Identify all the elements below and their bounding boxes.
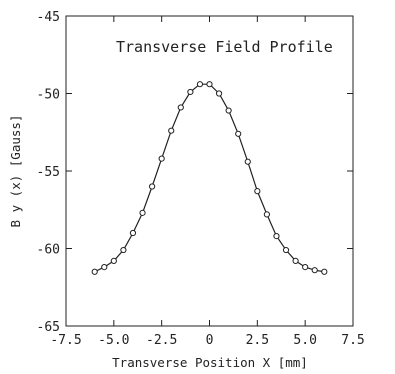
- data-point: [91, 268, 98, 275]
- x-tick-label: 0: [206, 333, 214, 348]
- x-tick-label: -7.5: [50, 333, 81, 348]
- x-tick-label: -5.0: [98, 333, 129, 348]
- data-point: [120, 246, 127, 254]
- plot-frame: [65, 15, 354, 327]
- data-point: [292, 257, 299, 264]
- data-point: [321, 268, 328, 275]
- data-point: [254, 188, 261, 195]
- data-point: [225, 107, 232, 114]
- data-point: [206, 81, 213, 88]
- data-point: [187, 88, 194, 96]
- data-point: [129, 229, 137, 237]
- y-tick-label: -60: [37, 243, 60, 258]
- data-point: [149, 183, 156, 190]
- data-point: [235, 130, 242, 137]
- y-axis-ticks: -65 -60 -55 -50 -45: [37, 10, 353, 335]
- y-tick-label: -55: [37, 165, 60, 180]
- data-point: [215, 90, 223, 97]
- x-tick-label: 7.5: [341, 333, 364, 348]
- data-point: [244, 158, 251, 165]
- data-point: [158, 155, 165, 162]
- x-axis-title: Transverse Position X [mm]: [112, 355, 308, 370]
- data-point: [263, 211, 270, 218]
- x-tick-label: -2.5: [146, 333, 177, 348]
- data-point: [302, 264, 309, 271]
- series-layer: [91, 81, 328, 275]
- y-tick-label: -65: [37, 320, 60, 335]
- data-point: [282, 246, 290, 254]
- x-axis-ticks: -7.5 -5.0 -2.5 0 2.5 5.0 7.5: [50, 16, 365, 348]
- data-point: [168, 127, 175, 134]
- data-point: [139, 209, 146, 216]
- data-point: [110, 257, 117, 264]
- data-point: [196, 81, 204, 88]
- y-axis-title: B y (x) [Gauss]: [8, 115, 23, 228]
- series-line: [94, 83, 325, 273]
- data-point: [273, 233, 280, 240]
- data-point: [177, 104, 184, 111]
- data-point: [101, 264, 108, 271]
- y-tick-label: -45: [37, 10, 60, 25]
- chart-title: Transverse Field Profile: [116, 38, 333, 56]
- x-tick-label: 2.5: [246, 333, 269, 348]
- data-point: [311, 267, 318, 274]
- x-tick-label: 5.0: [293, 333, 316, 348]
- y-tick-label: -50: [37, 88, 60, 103]
